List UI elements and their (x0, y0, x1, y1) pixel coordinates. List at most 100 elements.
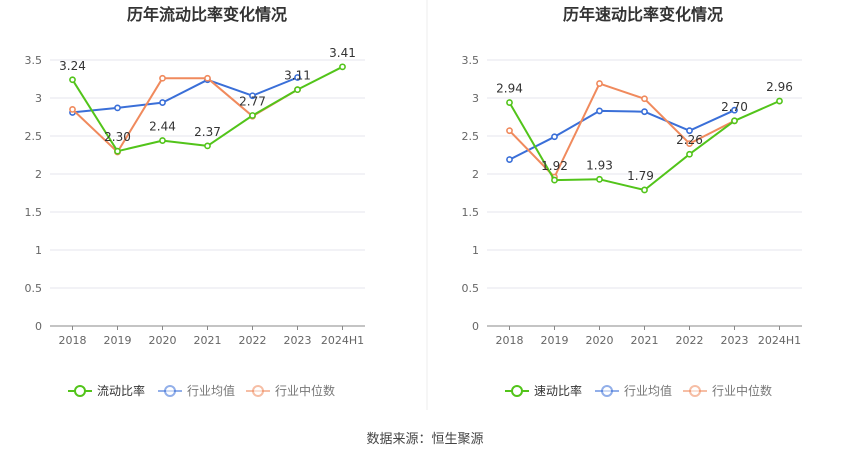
data-label: 2.77 (239, 94, 266, 108)
data-point (596, 175, 603, 183)
data-point (596, 107, 603, 115)
x-tick-label: 2023 (284, 334, 312, 347)
y-tick-label: 0 (35, 320, 42, 333)
x-tick-label: 2024H1 (321, 334, 364, 347)
data-point (731, 106, 738, 114)
x-tick-label: 2018 (496, 334, 524, 347)
legend-item-company[interactable]: 流动比率 (68, 383, 145, 398)
data-point (159, 137, 166, 144)
data-label: 3.24 (59, 59, 86, 73)
legend-label: 行业均值 (187, 383, 235, 398)
y-tick-label: 1.5 (25, 206, 43, 219)
y-tick-label: 1 (472, 244, 479, 257)
chart-title: 历年速动比率变化情况 (563, 5, 723, 24)
legend-label: 行业中位数 (712, 383, 772, 398)
y-tick-label: 1.5 (462, 206, 480, 219)
y-tick-label: 3.5 (25, 54, 43, 67)
y-tick-label: 3 (35, 92, 42, 105)
data-point (641, 95, 648, 103)
data-point (204, 74, 211, 82)
legend-item-industry-median[interactable]: 行业中位数 (683, 383, 772, 398)
data-point (339, 63, 346, 71)
data-label: 3.11 (284, 69, 311, 83)
data-label: 1.93 (586, 158, 613, 172)
data-point (69, 76, 76, 84)
data-point (641, 108, 648, 116)
legend-label: 行业均值 (624, 383, 672, 398)
data-point (551, 176, 558, 184)
data-label: 2.44 (149, 120, 176, 134)
y-tick-label: 2 (35, 168, 42, 181)
data-label: 2.94 (496, 82, 523, 96)
data-label: 2.37 (194, 125, 221, 139)
y-tick-label: 3 (472, 92, 479, 105)
chart-panel-1: 历年流动比率变化情况 0 0.5 1 1.5 2 2.5 3 3.5 2018 2019 2020 20… (25, 5, 365, 398)
x-tick-label: 2021 (631, 334, 659, 347)
data-point (159, 99, 166, 106)
data-label: 2.70 (721, 100, 748, 114)
data-point (686, 140, 693, 147)
data-label: 1.92 (541, 159, 568, 173)
x-tick-label: 2019 (104, 334, 132, 347)
data-point (551, 133, 558, 141)
y-tick-label: 3.5 (462, 54, 480, 67)
legend-marker-icon (74, 385, 86, 397)
data-point (596, 80, 603, 87)
y-tick-label: 0.5 (462, 282, 480, 295)
x-tick-label: 2021 (194, 334, 222, 347)
data-point (114, 147, 121, 155)
data-point (686, 150, 693, 158)
series-line-industry-average (72, 76, 298, 114)
legend-item-industry-average[interactable]: 行业均值 (595, 383, 672, 398)
series-line-industry-median (508, 82, 735, 178)
legend-marker-icon (689, 385, 701, 397)
data-label: 1.79 (627, 169, 654, 183)
data-point (159, 74, 166, 82)
legend-marker-icon (164, 385, 176, 397)
data-point (249, 92, 256, 100)
data-point (249, 112, 256, 119)
legend-marker-icon (252, 385, 264, 397)
x-tick-label: 2024H1 (758, 334, 801, 347)
chart-title: 历年流动比率变化情况 (127, 5, 287, 24)
legend-item-company[interactable]: 速动比率 (505, 383, 582, 398)
x-tick-label: 2023 (721, 334, 749, 347)
data-point (204, 142, 211, 150)
data-label: 2.30 (104, 130, 131, 144)
data-point (641, 186, 648, 194)
data-point (686, 127, 693, 135)
data-point (294, 86, 301, 94)
legend-marker-icon (601, 385, 613, 397)
legend-label: 流动比率 (97, 383, 145, 398)
y-tick-label: 1 (35, 244, 42, 257)
data-point (506, 156, 513, 163)
y-tick-label: 2.5 (462, 130, 480, 143)
data-point (776, 97, 783, 105)
x-tick-label: 2020 (586, 334, 614, 347)
data-point (506, 99, 513, 106)
legend-marker-icon (511, 385, 523, 397)
data-label: 2.96 (766, 80, 793, 94)
y-tick-label: 0.5 (25, 282, 43, 295)
x-tick-label: 2022 (239, 334, 267, 347)
series-line-industry-average (509, 109, 735, 161)
data-label: 3.41 (329, 46, 356, 60)
legend-label: 速动比率 (534, 383, 582, 398)
data-point (731, 117, 738, 125)
y-tick-label: 2 (472, 168, 479, 181)
x-tick-label: 2020 (149, 334, 177, 347)
legend-item-industry-average[interactable]: 行业均值 (158, 383, 235, 398)
legend-item-industry-median[interactable]: 行业中位数 (246, 383, 335, 398)
x-tick-label: 2022 (676, 334, 704, 347)
legend-label: 行业中位数 (275, 383, 335, 398)
data-point (506, 127, 513, 135)
data-point (69, 106, 76, 113)
data-point (294, 74, 301, 81)
y-tick-label: 2.5 (25, 130, 43, 143)
data-source-label: 数据来源：恒生聚源 (366, 432, 484, 447)
y-tick-label: 0 (472, 320, 479, 333)
x-tick-label: 2019 (541, 334, 569, 347)
x-tick-label: 2018 (59, 334, 87, 347)
